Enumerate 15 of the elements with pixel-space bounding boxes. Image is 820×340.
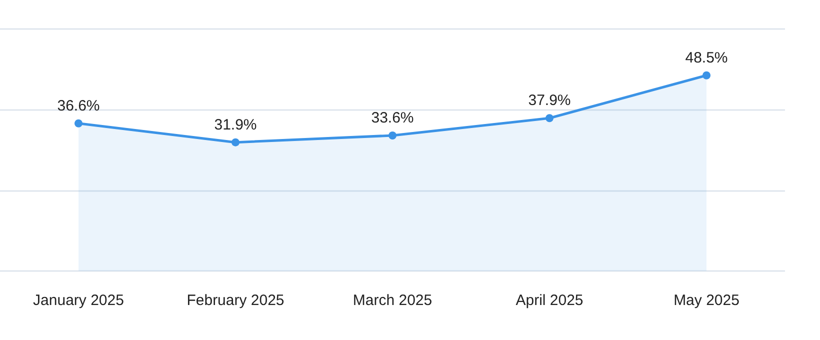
data-label: 37.9% [528,92,571,110]
data-label: 33.6% [371,109,414,126]
x-tick-label: April 2025 [516,292,584,309]
x-tick-label: January 2025 [33,292,124,309]
point [546,114,554,122]
point [702,71,710,80]
x-tick-label: May 2025 [674,292,740,309]
point [388,131,396,140]
point [74,119,82,128]
data-label: 31.9% [214,116,257,134]
x-tick-label: February 2025 [186,292,284,309]
data-label: 36.6% [57,97,100,114]
point [232,138,240,146]
data-label: 48.5% [685,49,728,66]
x-tick-label: March 2025 [352,292,432,309]
